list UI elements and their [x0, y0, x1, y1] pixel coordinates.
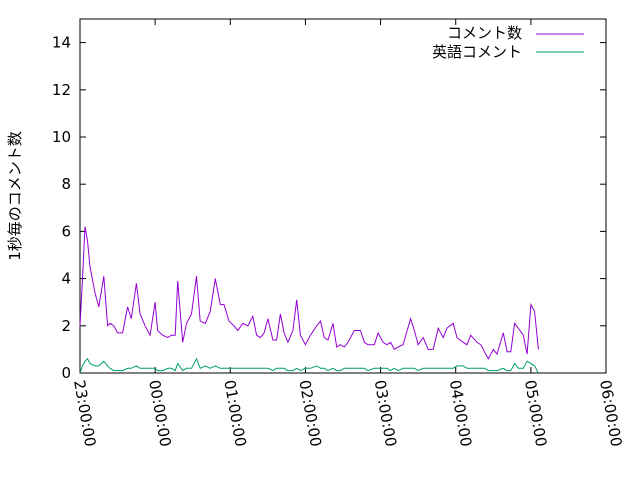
x-tick-label: 04:00:00 — [446, 379, 475, 448]
y-tick-label: 6 — [61, 222, 71, 240]
y-tick-label: 2 — [61, 317, 71, 335]
x-tick-label: 06:00:00 — [596, 379, 625, 448]
x-tick-label: 03:00:00 — [371, 379, 400, 448]
series-line-0 — [79, 226, 539, 360]
x-tick-label: 02:00:00 — [295, 379, 324, 448]
x-tick-label: 05:00:00 — [521, 379, 550, 448]
y-tick-label: 4 — [61, 270, 71, 288]
legend-label-0: コメント数 — [447, 24, 522, 42]
legend-label-1: 英語コメント — [432, 43, 522, 61]
y-axis-label: 1秒毎のコメント数 — [6, 131, 24, 261]
series-lines — [79, 226, 539, 374]
series-line-1 — [79, 357, 539, 374]
plot-frame — [79, 18, 607, 374]
x-tick-label: 00:00:00 — [145, 379, 174, 448]
y-tick-label: 10 — [52, 128, 71, 146]
y-axis: 0 2 4 6 8 10 12 14 — [52, 34, 606, 382]
x-axis: 23:00:00 00:00:00 01:00:00 02:00:00 03:00:00… — [70, 19, 625, 448]
x-tick-label: 23:00:00 — [70, 379, 99, 448]
y-tick-label: 12 — [52, 81, 71, 99]
y-tick-label: 8 — [61, 175, 71, 193]
y-tick-label: 14 — [52, 34, 71, 52]
y-tick-label: 0 — [61, 364, 71, 382]
x-tick-label: 01:00:00 — [220, 379, 249, 448]
legend: コメント数 英語コメント — [432, 24, 584, 61]
